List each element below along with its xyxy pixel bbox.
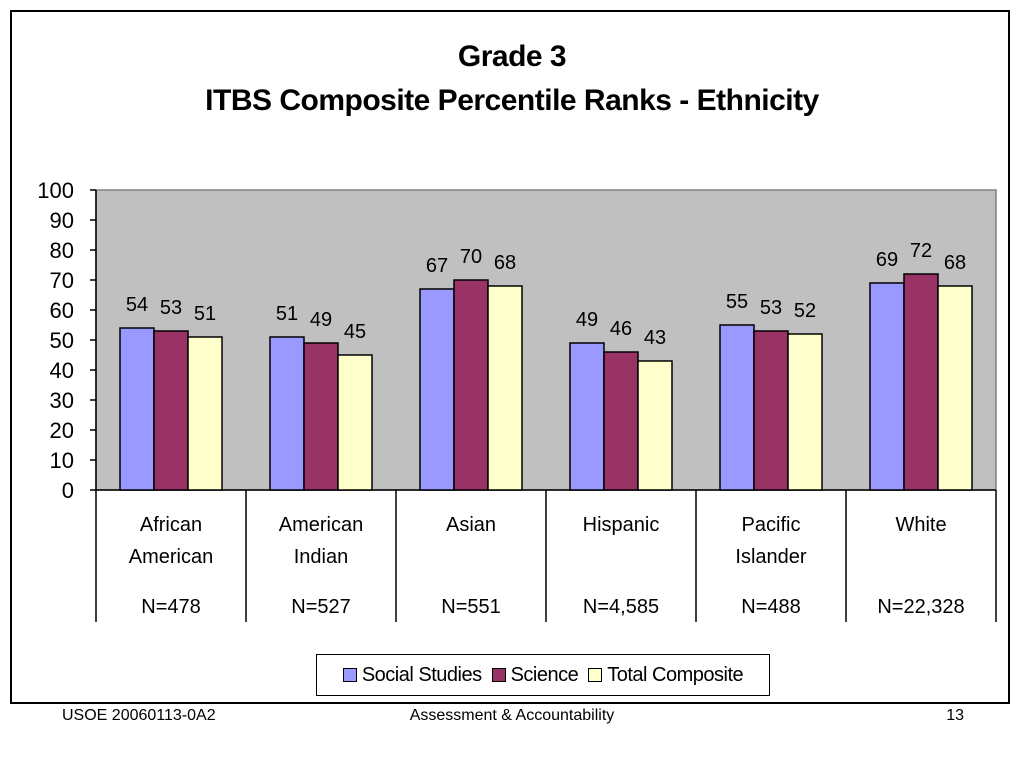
category-count: N=478 — [141, 596, 201, 618]
bar — [269, 336, 305, 491]
data-label: 49 — [576, 309, 598, 331]
category-label: African — [140, 514, 202, 536]
data-label: 54 — [126, 294, 148, 316]
data-label: 51 — [276, 303, 298, 325]
plot-area — [95, 189, 997, 491]
y-tick-label: 20 — [50, 418, 74, 443]
data-label: 68 — [944, 252, 966, 274]
data-label: 67 — [426, 255, 448, 277]
y-tick-label: 0 — [62, 478, 74, 503]
bar-chart: 0 10 20 30 40 50 60 70 80 90 100 54 53 51 African Ameri… — [37, 178, 997, 622]
bar — [869, 282, 905, 491]
category-count: N=527 — [291, 596, 351, 618]
category-label: American — [279, 514, 363, 536]
bar — [337, 354, 373, 491]
bar — [153, 330, 189, 491]
category-label: Indian — [294, 546, 349, 568]
category-count: N=22,328 — [877, 596, 964, 618]
bar — [453, 279, 489, 491]
legend-label: Social Studies — [361, 663, 482, 686]
data-label: 68 — [494, 252, 516, 274]
y-tick-label: 40 — [50, 358, 74, 383]
y-tick-label: 10 — [50, 448, 74, 473]
legend-swatch — [491, 668, 506, 682]
category-label: Pacific — [742, 514, 801, 536]
footer-document-id: USOE 20060113-0A2 — [62, 707, 216, 724]
category-label: Islander — [735, 546, 806, 568]
legend-swatch — [342, 668, 357, 682]
data-label: 49 — [310, 309, 332, 331]
bar — [753, 330, 789, 491]
data-label: 43 — [644, 327, 666, 349]
data-label: 52 — [794, 300, 816, 322]
data-label: 53 — [760, 297, 782, 319]
category-label: White — [895, 514, 946, 536]
data-label: 55 — [726, 291, 748, 313]
y-tick-label: 90 — [50, 208, 74, 233]
data-label: 53 — [160, 297, 182, 319]
bar — [119, 327, 155, 491]
bar — [303, 342, 339, 491]
bar — [787, 333, 823, 491]
category-label: American — [129, 546, 213, 568]
bar — [603, 351, 639, 491]
category-count: N=488 — [741, 596, 801, 618]
y-tick-label: 30 — [50, 388, 74, 413]
y-tick-label: 60 — [50, 298, 74, 323]
chart-subtitle: ITBS Composite Percentile Ranks - Ethnic… — [205, 84, 819, 117]
data-label: 69 — [876, 249, 898, 271]
bar — [937, 285, 973, 491]
bar — [487, 285, 523, 491]
bar — [637, 360, 673, 491]
chart-title: Grade 3 — [457, 40, 567, 73]
category-label: Hispanic — [583, 514, 660, 536]
bar — [187, 336, 223, 491]
legend-label: Total Composite — [607, 663, 744, 686]
footer-department: Assessment & Accountability — [409, 707, 615, 724]
data-label: 51 — [194, 303, 216, 325]
legend-label: Science — [510, 663, 579, 686]
chart-legend: Social Studies Science Total Composite — [316, 654, 770, 696]
data-label: 72 — [910, 240, 932, 262]
y-tick-label: 50 — [50, 328, 74, 353]
bar — [419, 288, 455, 491]
category-count: N=4,585 — [583, 596, 659, 618]
bar — [719, 324, 755, 491]
data-label: 45 — [344, 321, 366, 343]
footer-page-number: 13 — [946, 707, 964, 724]
legend-item: Total Composite — [588, 663, 744, 687]
category-label: Asian — [446, 514, 496, 536]
category-count: N=551 — [441, 596, 501, 618]
y-tick-label: 80 — [50, 238, 74, 263]
legend-item: Social Studies — [342, 663, 482, 687]
data-label: 70 — [460, 246, 482, 268]
legend-item: Science — [491, 663, 579, 687]
y-tick-label: 70 — [50, 268, 74, 293]
bar — [903, 273, 939, 491]
data-label: 46 — [610, 318, 632, 340]
y-tick-label: 100 — [37, 178, 74, 203]
bar — [569, 342, 605, 491]
legend-swatch — [588, 668, 603, 682]
